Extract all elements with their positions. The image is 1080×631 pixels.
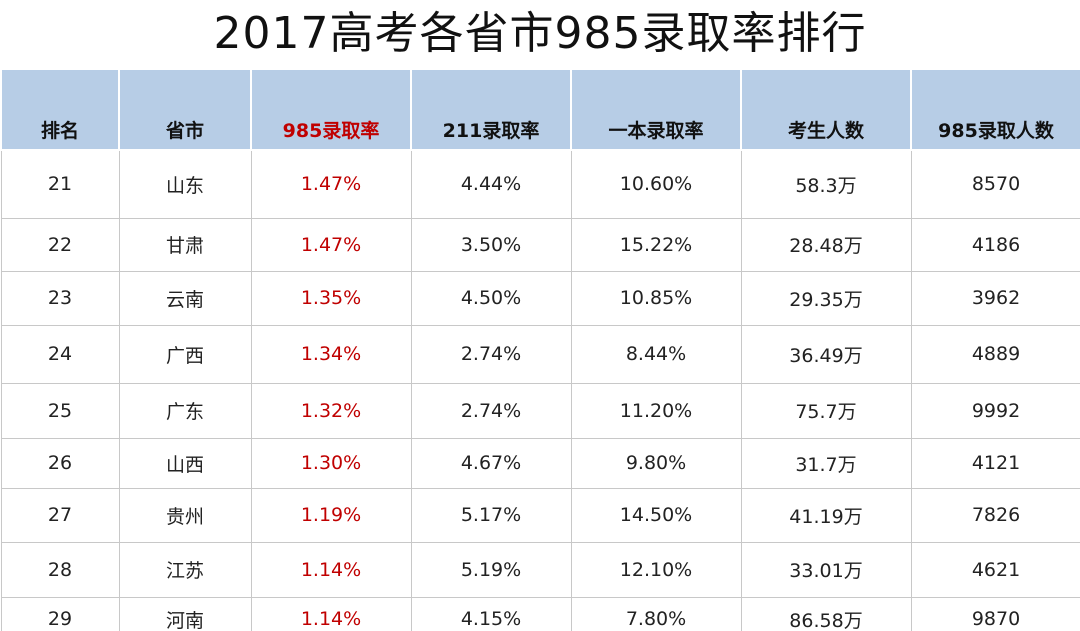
table-cell: 9.80% (570, 437, 742, 489)
table-cell: 4889 (910, 324, 1080, 384)
table-cell: 12.10% (570, 541, 742, 598)
table-cell: 29 (0, 596, 120, 631)
table-cell: 7826 (910, 487, 1080, 543)
table-cell: 4.67% (410, 437, 572, 489)
table-cell: 25 (0, 382, 120, 439)
table-cell: 41.19万 (740, 487, 912, 543)
column-header: 考生人数 (740, 68, 912, 151)
table-cell: 5.19% (410, 541, 572, 598)
table-cell: 31.7万 (740, 437, 912, 489)
table-cell: 27 (0, 487, 120, 543)
table-cell: 1.47% (250, 217, 412, 272)
table-cell: 22 (0, 217, 120, 272)
table-cell: 4.44% (410, 149, 572, 219)
table-cell: 4621 (910, 541, 1080, 598)
table-row: 28 江苏 1.14% 5.19% 12.10% 33.01万 4621 (0, 541, 1080, 598)
table-cell: 23 (0, 270, 120, 326)
column-header: 省市 (118, 68, 252, 151)
table-cell: 4.15% (410, 596, 572, 631)
table-row: 26 山西 1.30% 4.67% 9.80% 31.7万 4121 (0, 437, 1080, 489)
table-cell: 1.14% (250, 541, 412, 598)
table-cell: 1.32% (250, 382, 412, 439)
table-cell: 贵州 (118, 487, 252, 543)
table-cell: 21 (0, 149, 120, 219)
table-cell: 1.30% (250, 437, 412, 489)
table-cell: 云南 (118, 270, 252, 326)
table-cell: 15.22% (570, 217, 742, 272)
table-cell: 28 (0, 541, 120, 598)
table-cell: 26 (0, 437, 120, 489)
table-row: 25 广东 1.32% 2.74% 11.20% 75.7万 9992 (0, 382, 1080, 439)
table-cell: 1.35% (250, 270, 412, 326)
table-cell: 3962 (910, 270, 1080, 326)
table-cell: 8570 (910, 149, 1080, 219)
table-row: 24 广西 1.34% 2.74% 8.44% 36.49万 4889 (0, 324, 1080, 384)
table-cell: 2.74% (410, 382, 572, 439)
table-cell: 7.80% (570, 596, 742, 631)
column-header: 一本录取率 (570, 68, 742, 151)
table-cell: 4.50% (410, 270, 572, 326)
table-cell: 山东 (118, 149, 252, 219)
table-cell: 广西 (118, 324, 252, 384)
table-cell: 4186 (910, 217, 1080, 272)
table-cell: 1.14% (250, 596, 412, 631)
table-cell: 1.34% (250, 324, 412, 384)
table-cell: 江苏 (118, 541, 252, 598)
table-row: 23 云南 1.35% 4.50% 10.85% 29.35万 3962 (0, 270, 1080, 326)
table-row: 21 山东 1.47% 4.44% 10.60% 58.3万 8570 (0, 149, 1080, 219)
table-cell: 广东 (118, 382, 252, 439)
table-cell: 1.47% (250, 149, 412, 219)
table-row: 22 甘肃 1.47% 3.50% 15.22% 28.48万 4186 (0, 217, 1080, 272)
table-cell: 10.60% (570, 149, 742, 219)
table-row: 27 贵州 1.19% 5.17% 14.50% 41.19万 7826 (0, 487, 1080, 543)
table-cell: 11.20% (570, 382, 742, 439)
table-cell: 8.44% (570, 324, 742, 384)
table-cell: 9870 (910, 596, 1080, 631)
column-header: 排名 (0, 68, 120, 151)
title: 2017高考各省市985录取率排行 (213, 8, 867, 59)
table-cell: 3.50% (410, 217, 572, 272)
column-header: 985录取人数 (910, 68, 1080, 151)
table-cell: 14.50% (570, 487, 742, 543)
ranking-table: 排名 省市 985录取率 211录取率 一本录取率 考生人数 985录取人数 21 山东 1.4… (0, 68, 1080, 631)
table-cell: 2.74% (410, 324, 572, 384)
table-cell: 山西 (118, 437, 252, 489)
table-cell: 24 (0, 324, 120, 384)
column-header: 211录取率 (410, 68, 572, 151)
table-cell: 33.01万 (740, 541, 912, 598)
table-cell: 5.17% (410, 487, 572, 543)
table-body: 21 山东 1.47% 4.44% 10.60% 58.3万 8570 22 甘肃 1.47% 3.… (0, 149, 1080, 631)
table-cell: 29.35万 (740, 270, 912, 326)
table-cell: 1.19% (250, 487, 412, 543)
column-header: 985录取率 (250, 68, 412, 151)
table-cell: 86.58万 (740, 596, 912, 631)
table-cell: 甘肃 (118, 217, 252, 272)
table-cell: 4121 (910, 437, 1080, 489)
header-row: 排名 省市 985录取率 211录取率 一本录取率 考生人数 985录取人数 (0, 68, 1080, 151)
table-cell: 75.7万 (740, 382, 912, 439)
table-cell: 河南 (118, 596, 252, 631)
table-cell: 28.48万 (740, 217, 912, 272)
table-cell: 36.49万 (740, 324, 912, 384)
table-row: 29 河南 1.14% 4.15% 7.80% 86.58万 9870 (0, 596, 1080, 631)
table-cell: 9992 (910, 382, 1080, 439)
table-cell: 10.85% (570, 270, 742, 326)
table-cell: 58.3万 (740, 149, 912, 219)
